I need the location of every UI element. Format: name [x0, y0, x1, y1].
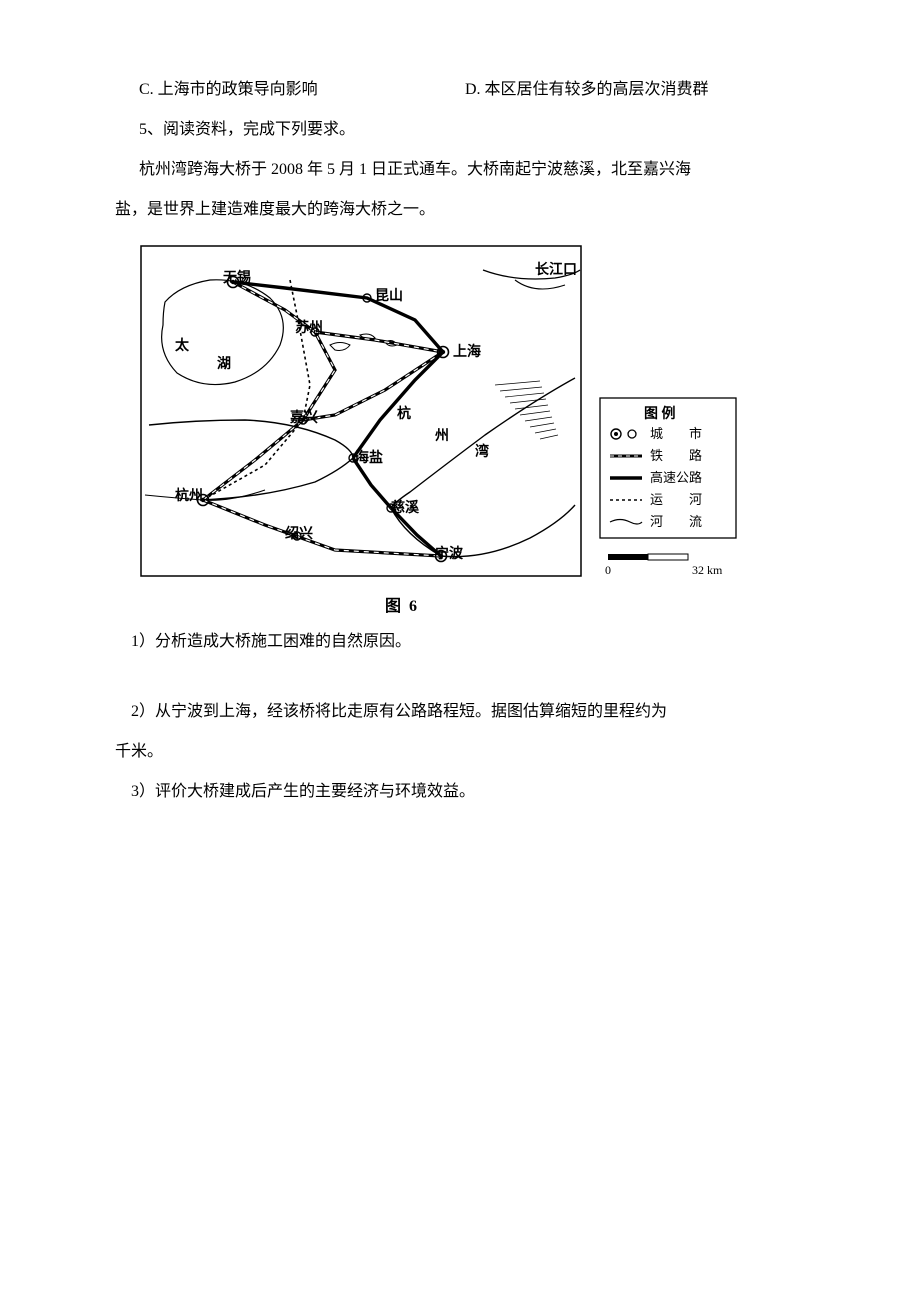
option-c-text: C. 上海市的政策导向影响	[115, 70, 465, 110]
passage-line-1: 杭州湾跨海大桥于 2008 年 5 月 1 日正式通车。大桥南起宁波慈溪，北至嘉…	[115, 150, 830, 190]
svg-text:杭州: 杭州	[175, 487, 203, 504]
svg-text:0: 0	[605, 563, 611, 577]
svg-text:宁波: 宁波	[435, 545, 464, 562]
passage-line-2: 盐，是世界上建造难度最大的跨海大桥之一。	[115, 190, 830, 230]
sub-question-2-line-2: 千米。	[115, 732, 830, 772]
svg-text:绍兴: 绍兴	[285, 525, 313, 542]
answer-space-1	[115, 662, 830, 692]
map-svg: 无锡昆山苏州上海太湖嘉兴海盐杭州绍兴慈溪宁波长江口杭州湾图 例城 市铁 路高速公…	[135, 240, 743, 590]
svg-text:高速公路: 高速公路	[650, 470, 702, 485]
svg-text:太: 太	[175, 337, 190, 354]
svg-text:州: 州	[434, 428, 449, 444]
sub-question-1: 1）分析造成大桥施工困难的自然原因。	[115, 622, 830, 662]
svg-text:湾: 湾	[475, 443, 489, 460]
svg-text:长江口: 长江口	[535, 261, 577, 278]
svg-text:昆山: 昆山	[375, 288, 403, 304]
svg-text:32 km: 32 km	[692, 563, 723, 577]
svg-text:嘉兴: 嘉兴	[289, 409, 318, 426]
svg-text:运 河: 运 河	[650, 492, 702, 507]
svg-text:无锡: 无锡	[222, 269, 251, 286]
sub-question-3: 3）评价大桥建成后产生的主要经济与环境效益。	[115, 772, 830, 812]
svg-text:铁 路: 铁 路	[650, 448, 702, 463]
svg-text:上海: 上海	[453, 343, 481, 360]
option-d-text: D. 本区居住有较多的高层次消费群	[465, 70, 709, 110]
question-5-label: 5、阅读资料，完成下列要求。	[115, 110, 830, 150]
svg-text:慈溪: 慈溪	[391, 499, 420, 516]
svg-text:海盐: 海盐	[355, 449, 383, 466]
figure-caption: 图 6	[385, 592, 830, 616]
svg-text:图 例: 图 例	[644, 405, 676, 422]
sub-question-2-line-1: 2）从宁波到上海，经该桥将比走原有公路路程短。据图估算缩短的里程约为	[115, 692, 830, 732]
svg-text:苏州: 苏州	[295, 319, 323, 336]
svg-text:河 流: 河 流	[650, 514, 702, 529]
svg-text:城 市: 城 市	[650, 426, 702, 441]
svg-text:湖: 湖	[217, 356, 231, 372]
figure-6: 无锡昆山苏州上海太湖嘉兴海盐杭州绍兴慈溪宁波长江口杭州湾图 例城 市铁 路高速公…	[135, 240, 830, 616]
svg-text:杭: 杭	[397, 405, 411, 422]
